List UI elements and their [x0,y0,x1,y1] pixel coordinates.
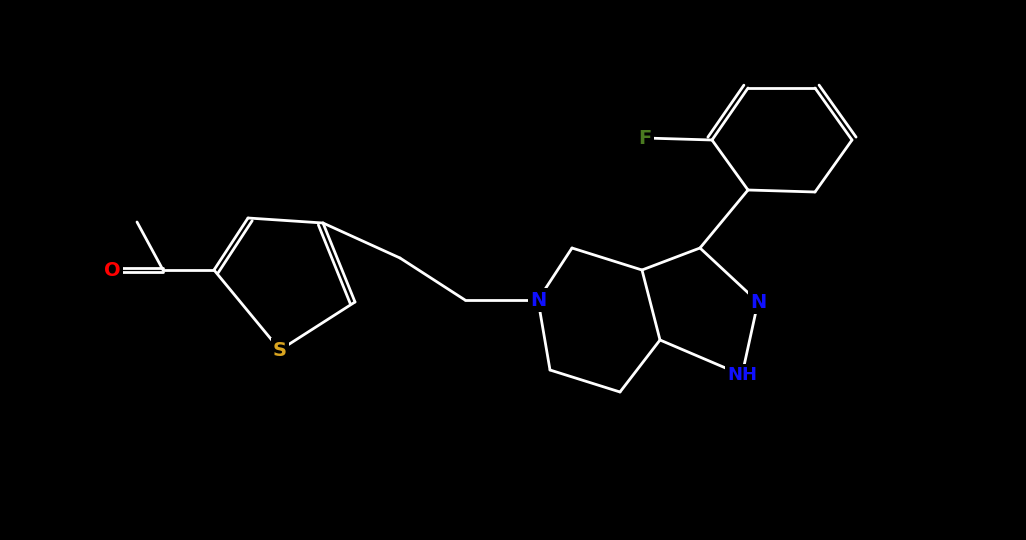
Text: N: N [529,291,546,309]
Text: S: S [273,341,287,360]
Text: NH: NH [727,366,757,384]
Text: F: F [638,129,652,147]
Text: N: N [750,293,766,312]
Text: O: O [104,260,120,280]
